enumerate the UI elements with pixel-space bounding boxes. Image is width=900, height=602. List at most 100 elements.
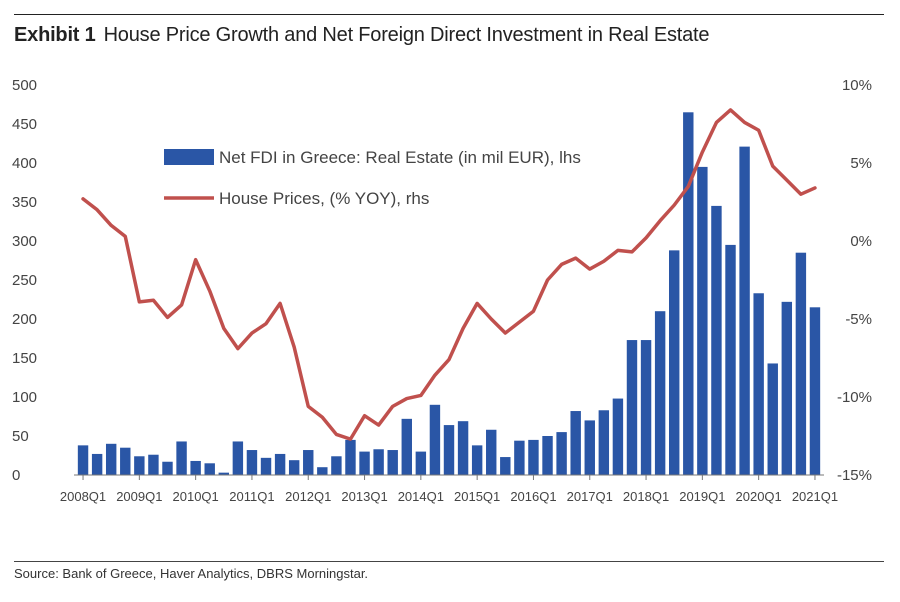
fdi-bar xyxy=(767,363,778,475)
fdi-bar xyxy=(148,454,159,475)
x-tick-label: 2016Q1 xyxy=(510,489,556,504)
x-tick-label: 2008Q1 xyxy=(60,489,106,504)
right-axis-ticks: 10% 5% 0% -5% -10% -15% xyxy=(837,77,872,484)
fdi-bar xyxy=(809,307,821,475)
fdi-bar xyxy=(373,449,384,475)
fdi-bar xyxy=(556,432,567,475)
fdi-bar xyxy=(274,453,286,475)
fdi-bar xyxy=(669,250,680,475)
chart-title: Exhibit 1 House Price Growth and Net Fore… xyxy=(14,24,710,47)
fdi-bar xyxy=(781,301,793,475)
left-tick-label: 50 xyxy=(12,428,29,445)
fdi-bar xyxy=(584,420,595,475)
fdi-bar xyxy=(303,450,314,475)
fdi-bar xyxy=(190,460,201,475)
fdi-bar xyxy=(317,467,328,475)
fdi-bar xyxy=(457,421,469,475)
fdi-bar xyxy=(640,340,652,475)
left-tick-label: 100 xyxy=(12,389,37,406)
left-tick-label: 350 xyxy=(12,194,37,211)
fdi-bar xyxy=(401,418,412,475)
legend-line-label: House Prices, (% YOY), rhs xyxy=(219,189,429,208)
fdi-bar xyxy=(176,441,187,475)
fdi-bar xyxy=(711,205,722,475)
left-tick-label: 500 xyxy=(12,77,37,94)
fdi-bar xyxy=(345,439,356,475)
legend-bar-label: Net FDI in Greece: Real Estate (in mil E… xyxy=(219,148,581,167)
fdi-bar xyxy=(260,457,272,475)
fdi-bar xyxy=(105,443,117,475)
fdi-bar xyxy=(500,457,511,475)
fdi-bar xyxy=(753,293,764,475)
fdi-bar xyxy=(795,252,807,475)
left-tick-label: 300 xyxy=(12,233,37,250)
fdi-bar xyxy=(162,461,173,475)
x-tick-label: 2012Q1 xyxy=(285,489,331,504)
exhibit-label: Exhibit 1 xyxy=(14,24,96,46)
right-tick-label: -10% xyxy=(837,389,872,406)
x-tick-label: 2018Q1 xyxy=(623,489,669,504)
left-tick-label: 250 xyxy=(12,272,37,289)
house-price-line xyxy=(81,108,817,441)
title-text: House Price Growth and Net Foreign Direc… xyxy=(103,24,710,46)
x-axis-ticks: 2008Q1 2009Q1 2010Q1 2011Q1 2012Q1 2013Q1 2014… xyxy=(60,475,838,504)
right-tick-label: -15% xyxy=(837,467,872,484)
fdi-bar xyxy=(471,445,483,475)
fdi-bar xyxy=(612,398,624,475)
fdi-bar xyxy=(654,311,666,475)
fdi-bar xyxy=(246,450,258,475)
right-tick-label: 5% xyxy=(850,155,872,172)
fdi-bar xyxy=(542,436,553,475)
fdi-bar xyxy=(429,404,441,475)
fdi-bar xyxy=(443,425,455,475)
left-tick-label: 200 xyxy=(12,311,37,328)
x-tick-label: 2011Q1 xyxy=(229,489,274,504)
fdi-bar xyxy=(134,456,145,475)
fdi-bar xyxy=(683,112,694,476)
left-tick-label: 450 xyxy=(12,116,37,133)
fdi-bar xyxy=(570,411,581,475)
fdi-bar xyxy=(331,456,342,475)
right-tick-label: 10% xyxy=(842,77,872,94)
left-tick-label: 400 xyxy=(12,155,37,172)
fdi-bar xyxy=(218,472,229,475)
fdi-bar xyxy=(232,441,244,475)
x-tick-label: 2017Q1 xyxy=(567,489,613,504)
fdi-bar xyxy=(528,439,539,475)
fdi-bar xyxy=(725,244,736,475)
x-tick-label: 2013Q1 xyxy=(341,489,387,504)
fdi-bar xyxy=(697,166,708,475)
fdi-bar xyxy=(415,451,427,475)
fdi-bar xyxy=(387,450,398,475)
x-tick-label: 2009Q1 xyxy=(116,489,162,504)
fdi-bar xyxy=(204,463,215,475)
x-tick-label: 2014Q1 xyxy=(398,489,444,504)
fdi-bar xyxy=(288,460,300,475)
x-tick-label: 2019Q1 xyxy=(679,489,725,504)
fdi-bar xyxy=(120,447,131,475)
fdi-bar xyxy=(486,429,497,475)
legend-bar-swatch xyxy=(164,149,214,165)
fdi-bar xyxy=(739,146,750,475)
house-price-line-layer xyxy=(81,108,817,441)
right-tick-label: 0% xyxy=(850,233,872,250)
bottom-rule xyxy=(14,561,884,562)
source-note: Source: Bank of Greece, Haver Analytics,… xyxy=(14,566,369,581)
fdi-bar xyxy=(598,410,610,475)
fdi-bar xyxy=(359,451,370,475)
fdi-bar xyxy=(626,340,638,475)
fdi-bar xyxy=(77,445,89,475)
left-tick-label: 0 xyxy=(12,467,20,484)
x-tick-label: 2021Q1 xyxy=(792,489,838,504)
right-tick-label: -5% xyxy=(845,311,872,328)
x-tick-label: 2020Q1 xyxy=(736,489,782,504)
x-tick-label: 2015Q1 xyxy=(454,489,500,504)
fdi-bars xyxy=(77,112,821,476)
left-tick-label: 150 xyxy=(12,350,37,367)
fdi-bar xyxy=(514,440,525,475)
fdi-bar xyxy=(91,453,103,475)
x-tick-label: 2010Q1 xyxy=(173,489,219,504)
legend: Net FDI in Greece: Real Estate (in mil E… xyxy=(164,148,581,208)
